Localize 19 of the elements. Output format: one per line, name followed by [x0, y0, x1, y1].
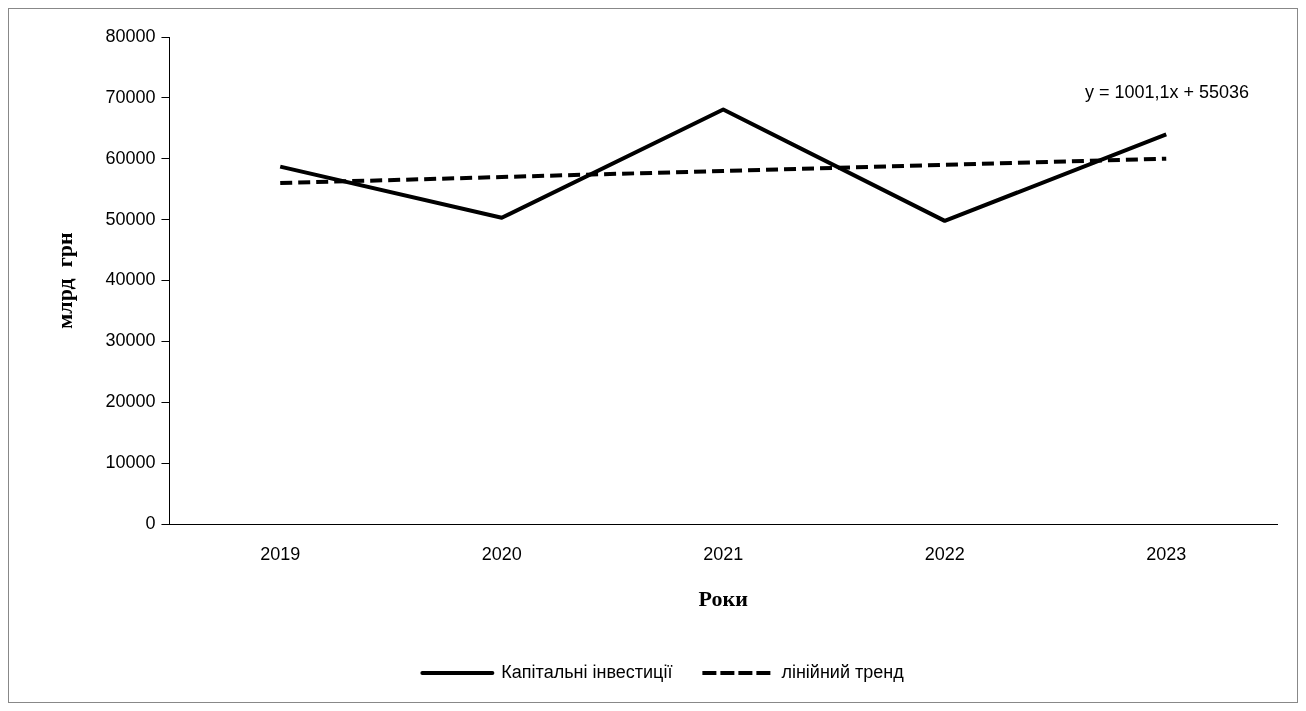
- y-tick-label: 0: [145, 512, 156, 533]
- y-tick-label: 10000: [105, 452, 156, 473]
- y-tick-label: 30000: [105, 330, 156, 351]
- x-axis-title: Роки: [698, 586, 749, 612]
- x-tick-label: 2019: [260, 543, 301, 564]
- y-tick-label: 50000: [105, 208, 156, 229]
- legend-label: Капітальні інвестиції: [501, 661, 673, 682]
- y-tick-label: 40000: [105, 269, 156, 290]
- legend-label: лінійний тренд: [781, 661, 905, 682]
- y-tick-label: 20000: [105, 391, 156, 412]
- x-tick-label: 2021: [703, 543, 744, 564]
- y-axis-title: млрд грн: [51, 232, 77, 329]
- y-tick-label: 80000: [105, 25, 156, 46]
- y-tick-label: 60000: [105, 147, 156, 168]
- annotation: y = 1001,1x + 55036: [1084, 81, 1250, 102]
- x-tick-label: 2023: [1146, 543, 1187, 564]
- y-tick-label: 70000: [105, 86, 156, 107]
- x-tick-label: 2022: [924, 543, 965, 564]
- x-tick-label: 2020: [481, 543, 522, 564]
